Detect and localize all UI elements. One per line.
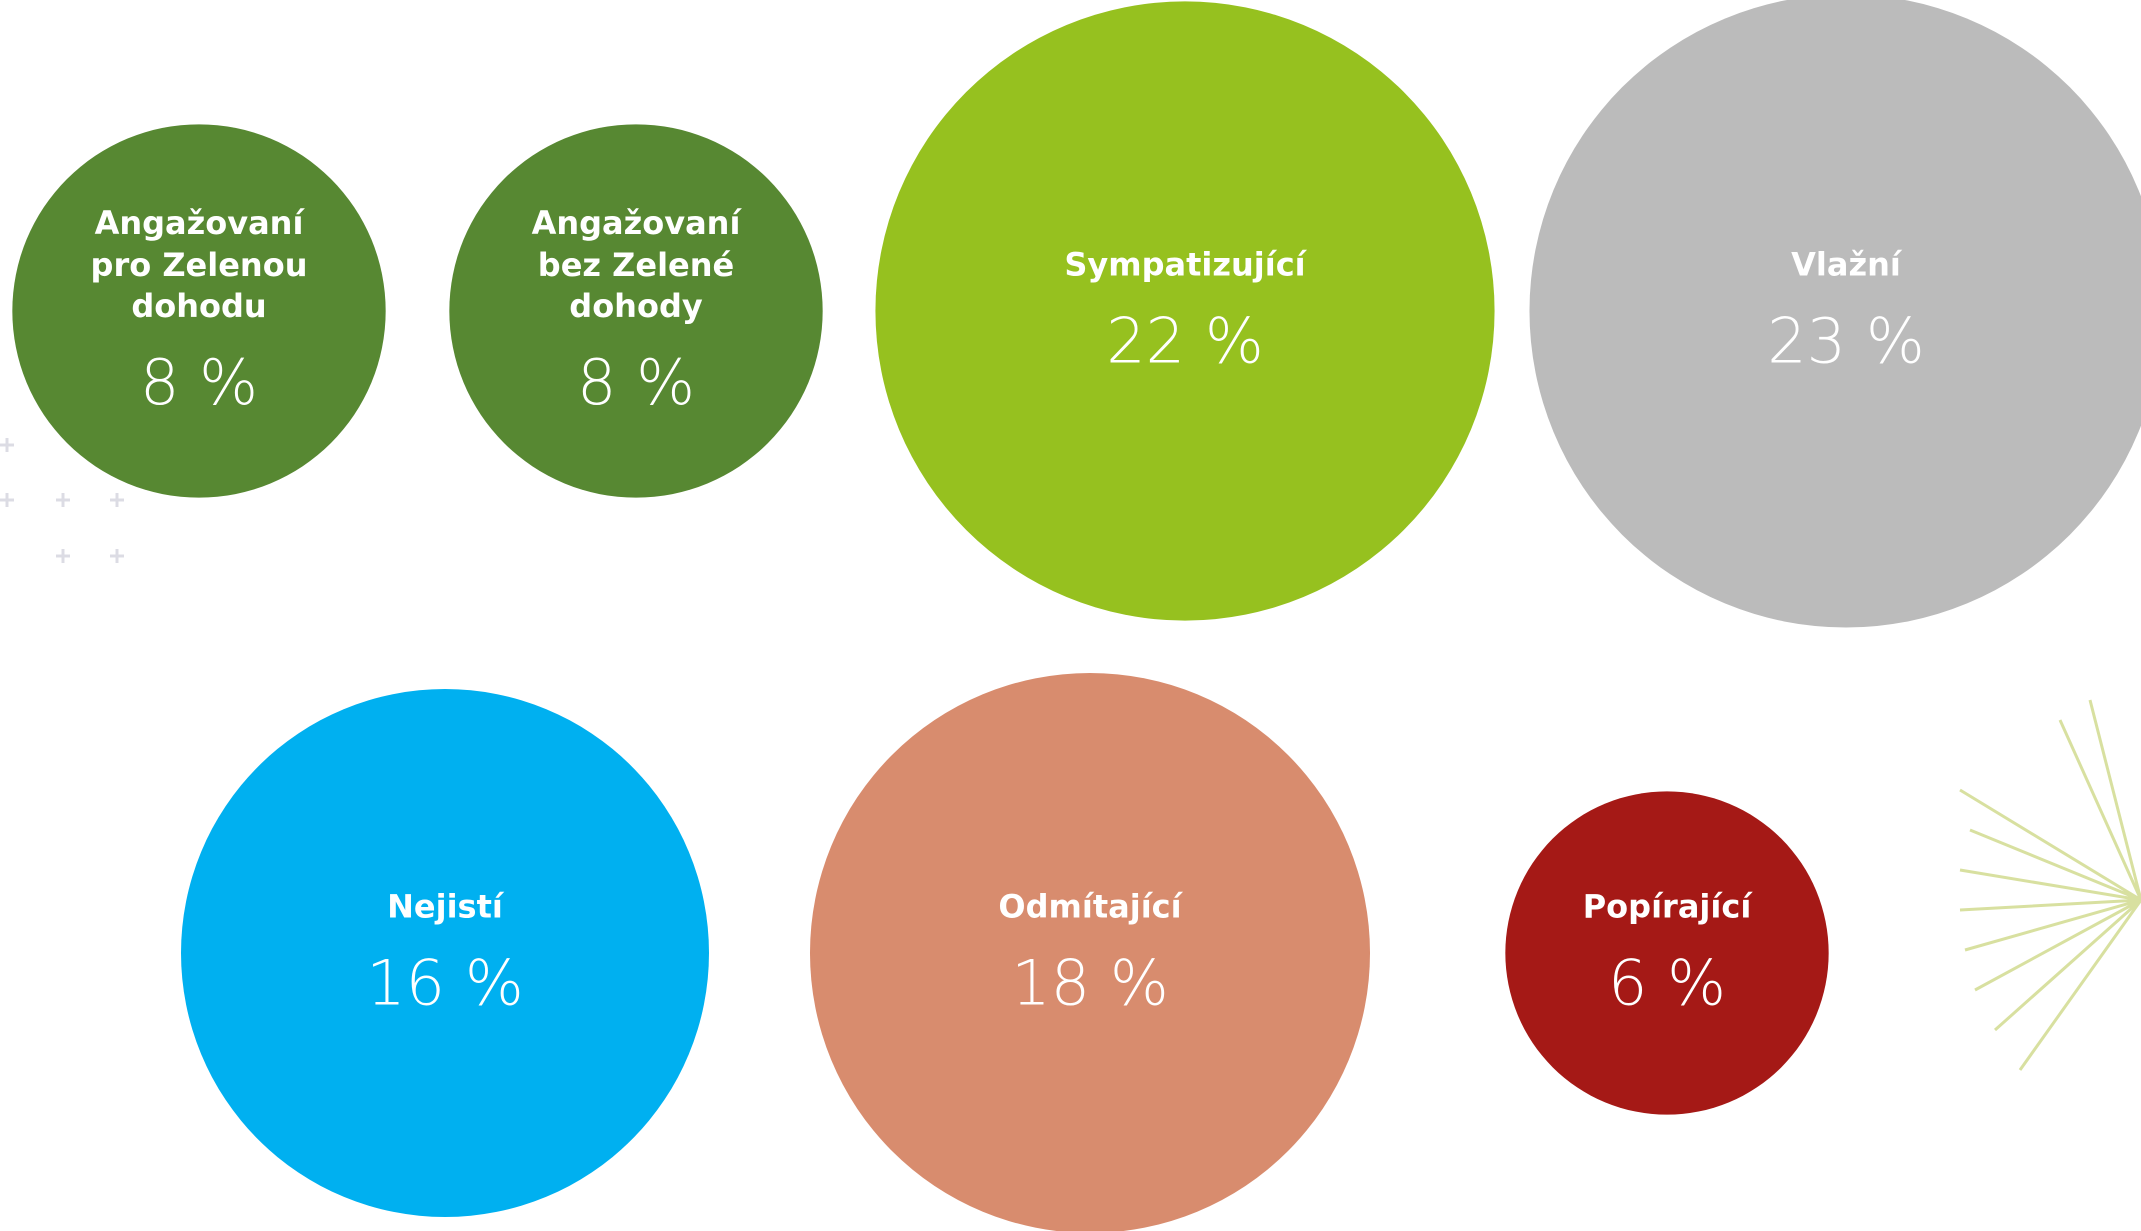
value-label: 16 %	[366, 946, 524, 1020]
category-label: Angažovaní pro Zelenou dohodu	[90, 204, 308, 326]
value-label: 22 %	[1106, 304, 1264, 378]
category-label: Sympatizující	[1064, 245, 1306, 284]
bubble	[181, 689, 709, 1217]
decoration-rays	[1959, 699, 2141, 1071]
value-label: 8 %	[139, 345, 259, 419]
bubble	[810, 673, 1370, 1231]
bubble	[1505, 791, 1829, 1115]
bubble-label: Popírající 6 %	[1547, 887, 1787, 1020]
bubble	[875, 1, 1495, 621]
bubble	[449, 124, 823, 498]
category-label: Popírající	[1582, 887, 1752, 926]
category-label: Vlažní	[1791, 245, 1901, 284]
category-label: Nejistí	[387, 887, 503, 926]
bubble	[12, 124, 386, 498]
bubble-label: Nejistí 16 %	[235, 887, 655, 1020]
category-label: Angažovaní bez Zelené dohody	[531, 204, 741, 326]
value-label: 23 %	[1767, 304, 1925, 378]
bubble-label: Angažovaní bez Zelené dohody 8 %	[516, 203, 756, 419]
bubble-label: Sympatizující 22 %	[975, 245, 1395, 378]
decoration	[0, 438, 124, 563]
value-label: 6 %	[1607, 946, 1727, 1020]
category-label: Odmítající	[998, 887, 1182, 926]
bubble-label: Vlažní 23 %	[1636, 245, 2056, 378]
bubble-label: Angažovaní pro Zelenou dohodu 8 %	[79, 203, 319, 419]
value-label: 18 %	[1011, 946, 1169, 1020]
bubble-label: Odmítající 18 %	[880, 887, 1300, 1020]
bubble	[1529, 0, 2141, 628]
value-label: 8 %	[576, 345, 696, 419]
